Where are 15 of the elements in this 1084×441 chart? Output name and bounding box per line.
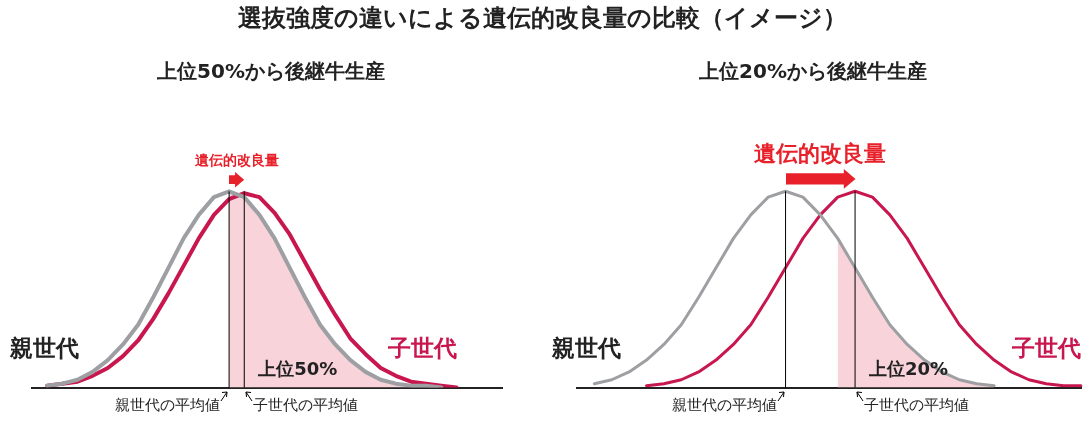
- chart-title: 上位20%から後継牛生産: [698, 58, 928, 85]
- series-label: 親世代: [9, 335, 79, 362]
- text: 選抜強度の違いによる遺伝的改良量の比較（イメージ）: [236, 3, 848, 34]
- text: 遺伝的改良量: [754, 140, 887, 166]
- series-label: 子世代: [386, 335, 457, 362]
- series-label: 上位50%: [257, 357, 338, 379]
- text: 親世代の平均値: [671, 396, 777, 415]
- series-label: 子世代: [1011, 335, 1081, 362]
- text: 遺伝的改良量: [193, 151, 279, 168]
- text: 子世代の平均値: [864, 396, 970, 415]
- chart-title: 上位50%から後継牛生産: [156, 58, 386, 85]
- text: 親世代の平均値: [115, 396, 221, 415]
- series-label: 親世代: [551, 335, 621, 362]
- series-label: 上位20%: [868, 357, 949, 379]
- text: 子世代の平均値: [253, 396, 359, 415]
